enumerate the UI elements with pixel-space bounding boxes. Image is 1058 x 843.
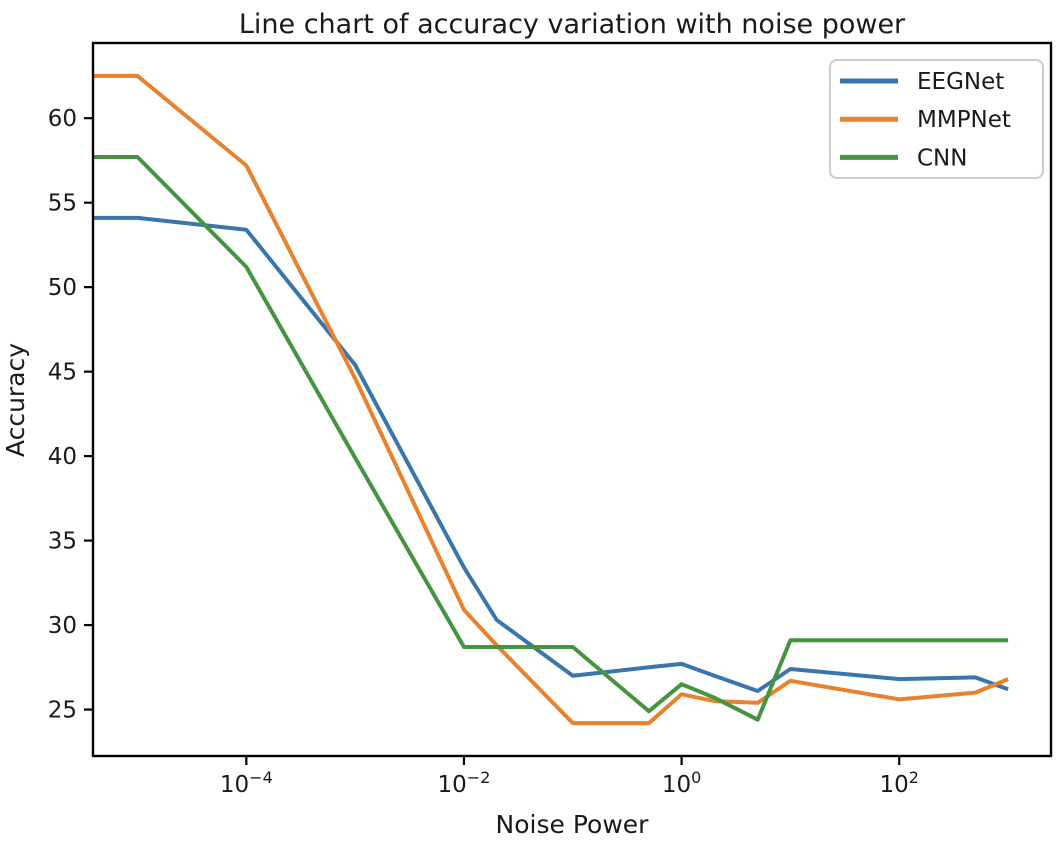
x-tick-label: 102: [880, 768, 919, 798]
y-tick-label: 35: [48, 529, 77, 555]
x-axis-label: Noise Power: [496, 810, 650, 839]
chart-title: Line chart of accuracy variation with no…: [239, 9, 906, 40]
series-line-cnn: [93, 155, 1009, 722]
x-tick-label: 100: [662, 768, 701, 798]
legend-box: [829, 59, 1044, 179]
legend-label-eegnet: EEGNet: [917, 69, 1004, 95]
legend-label-cnn: CNN: [917, 145, 967, 171]
legend-label-mmpnet: MMPNet: [917, 107, 1011, 133]
y-tick-label: 50: [48, 275, 77, 301]
y-tick-label: 30: [48, 613, 77, 639]
series-line-eegnet: [93, 215, 1009, 693]
plot-border: [91, 41, 1053, 758]
series-line-mmpnet: [93, 73, 1009, 726]
y-tick-label: 40: [48, 444, 77, 470]
y-axis-label: Accuracy: [1, 343, 30, 457]
plot-area: 25 30 35 40 45 50 55 60 10−4 10−2 100 102 EEGNet MMPN…: [48, 41, 1053, 798]
y-tick-label: 45: [48, 360, 77, 386]
y-tick-label: 60: [48, 106, 77, 132]
y-tick-label: 25: [48, 698, 77, 724]
x-tick-label: 10−2: [438, 768, 491, 798]
y-tick-label: 55: [48, 191, 77, 217]
x-tick-label: 10−4: [220, 768, 273, 798]
